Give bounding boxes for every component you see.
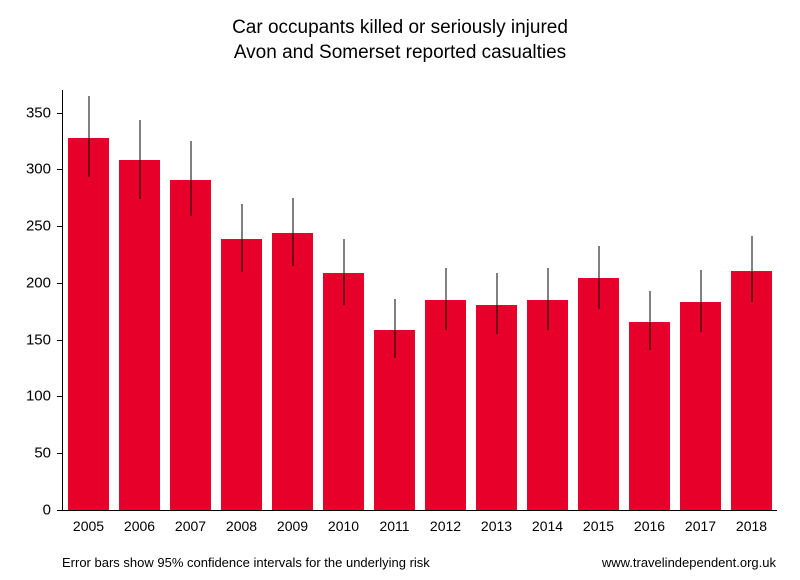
footer-note-right: www.travelindependent.org.uk <box>602 555 776 570</box>
bar-slot: 2010 <box>318 90 369 510</box>
error-bar <box>445 268 446 329</box>
error-bar <box>700 270 701 331</box>
bar-slot: 2006 <box>114 90 165 510</box>
x-tick-label: 2013 <box>471 518 522 534</box>
error-bar <box>292 198 293 266</box>
x-tick-label: 2009 <box>267 518 318 534</box>
bar-slot: 2013 <box>471 90 522 510</box>
error-bar <box>343 239 344 305</box>
plot-area: 0501001502002503003502005200620072008200… <box>62 90 777 511</box>
bar-slot: 2018 <box>726 90 777 510</box>
bar <box>527 300 568 510</box>
x-tick-label: 2012 <box>420 518 471 534</box>
error-bar <box>139 120 140 199</box>
bar <box>425 300 466 510</box>
bar <box>476 305 517 510</box>
y-tick-label: 100 <box>26 388 51 405</box>
bar <box>170 180 211 510</box>
bar <box>323 273 364 510</box>
error-bar <box>394 299 395 358</box>
x-tick-label: 2011 <box>369 518 420 534</box>
bar <box>731 271 772 511</box>
x-tick-label: 2015 <box>573 518 624 534</box>
chart-title: Car occupants killed or seriously injure… <box>0 16 800 65</box>
bar-slot: 2014 <box>522 90 573 510</box>
error-bar <box>496 273 497 334</box>
chart-title-line2: Avon and Somerset reported casualties <box>0 41 800 66</box>
y-tick-label: 50 <box>34 445 51 462</box>
x-tick-label: 2007 <box>165 518 216 534</box>
chart-footer: Error bars show 95% confidence intervals… <box>62 555 776 570</box>
y-tick-mark <box>57 510 63 511</box>
error-bar <box>598 246 599 310</box>
bar-slot: 2007 <box>165 90 216 510</box>
y-tick-label: 250 <box>26 218 51 235</box>
x-tick-label: 2006 <box>114 518 165 534</box>
x-tick-label: 2005 <box>63 518 114 534</box>
bar-slot: 2015 <box>573 90 624 510</box>
bar-slot: 2009 <box>267 90 318 510</box>
y-tick-label: 200 <box>26 274 51 291</box>
error-bar <box>241 204 242 272</box>
bar <box>578 278 619 510</box>
x-tick-label: 2017 <box>675 518 726 534</box>
y-tick-label: 350 <box>26 104 51 121</box>
y-tick-label: 0 <box>43 502 51 519</box>
bar-slot: 2016 <box>624 90 675 510</box>
bar-slot: 2005 <box>63 90 114 510</box>
bar-slot: 2012 <box>420 90 471 510</box>
y-tick-label: 300 <box>26 161 51 178</box>
bar-slot: 2017 <box>675 90 726 510</box>
x-tick-label: 2008 <box>216 518 267 534</box>
y-tick-label: 150 <box>26 331 51 348</box>
error-bar <box>751 236 752 302</box>
chart-title-line1: Car occupants killed or seriously injure… <box>0 16 800 41</box>
error-bar <box>547 268 548 329</box>
error-bar <box>190 141 191 216</box>
bar <box>68 138 109 510</box>
bar <box>680 302 721 510</box>
chart-container: Car occupants killed or seriously injure… <box>0 0 800 580</box>
error-bar <box>649 291 650 350</box>
footer-note-left: Error bars show 95% confidence intervals… <box>62 555 430 570</box>
x-tick-label: 2016 <box>624 518 675 534</box>
x-tick-label: 2018 <box>726 518 777 534</box>
bar <box>119 160 160 510</box>
bar-slot: 2011 <box>369 90 420 510</box>
x-tick-label: 2010 <box>318 518 369 534</box>
bar-slot: 2008 <box>216 90 267 510</box>
x-tick-label: 2014 <box>522 518 573 534</box>
bar <box>221 239 262 510</box>
error-bar <box>88 96 89 178</box>
bar <box>272 233 313 510</box>
